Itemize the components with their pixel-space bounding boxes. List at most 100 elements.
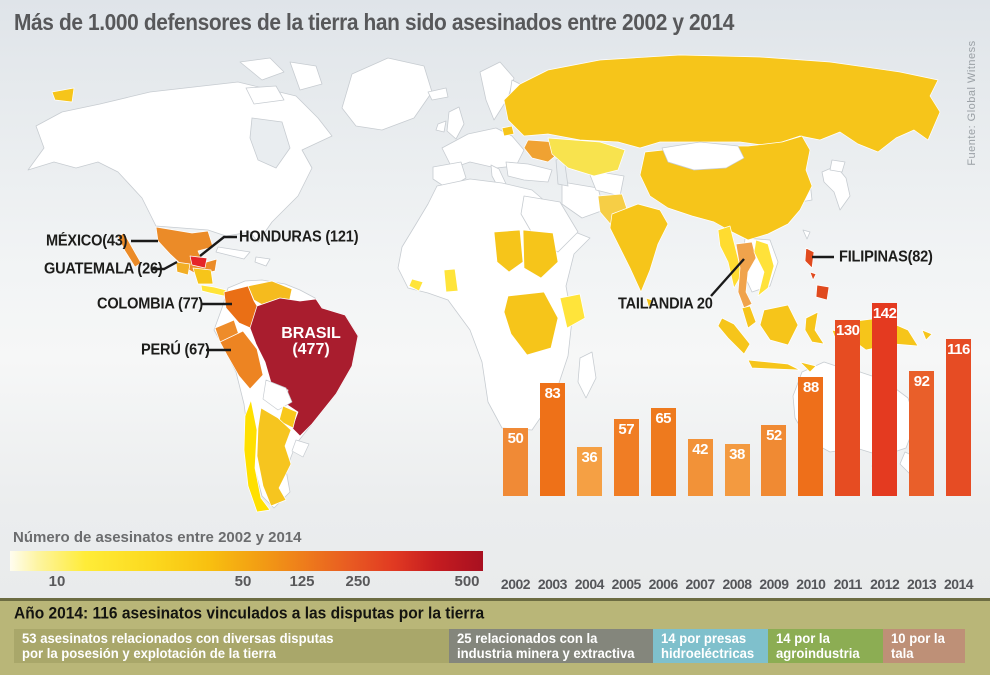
footer-segment-1: 53 asesinatos relacionados con diversas … [14, 629, 449, 663]
map-arctic-island [289, 61, 323, 91]
world-map-area: Más de 1.000 defensores de la tierra han… [0, 0, 990, 598]
bar-year-label: 2010 [796, 576, 826, 592]
footer-segment-text: 10 por la [890, 631, 945, 646]
footer-band: Año 2014: 116 asesinatos vinculados a la… [0, 598, 990, 675]
legend-gradient-bar [10, 551, 483, 571]
map-country-bolivia [262, 379, 293, 411]
footer-headline: Año 2014: 116 asesinatos vinculados a la… [14, 605, 485, 623]
bar-year-label: 2008 [722, 576, 752, 592]
footer-segment-3: 14 por presas hidroeléctricas [653, 629, 769, 663]
leader-line-honduras [199, 235, 237, 257]
map-hudson-bay [249, 117, 291, 169]
label-honduras: HONDURAS (121) [239, 228, 359, 246]
world-map [27, 54, 941, 513]
footer-segment-text: por la posesión y explotación de la tier… [22, 646, 276, 661]
label-brasil: BRASIL (477) [270, 326, 352, 358]
map-country-ghana [443, 268, 459, 293]
page-title: Más de 1.000 defensores de la tierra han… [14, 9, 735, 36]
map-country-paraguay [278, 405, 298, 429]
map-malay-peninsula [741, 305, 757, 329]
bar-year-label: 2011 [833, 576, 863, 592]
map-iran [561, 181, 605, 219]
map-country-india [609, 203, 669, 293]
bar-2008: 38 [724, 444, 750, 496]
map-new-britain [921, 329, 933, 341]
map-hispaniola [254, 256, 271, 267]
footer-segment-text: 25 relacionados con la [456, 631, 597, 646]
footer-segment-2: 25 relacionados con la industria minera y… [448, 629, 654, 663]
bar-value-label: 130 [836, 321, 860, 339]
map-country-belarus [501, 125, 515, 137]
map-taiwan [802, 229, 811, 240]
leader-line-tailandia [710, 258, 745, 297]
bar-year-label: 2012 [870, 576, 900, 592]
bar-2005: 57 [613, 418, 639, 496]
map-north-america [27, 81, 333, 243]
legend-tick-50: 50 [234, 573, 252, 590]
label-brasil-name: BRASIL [281, 325, 341, 342]
label-guatemala: GUATEMALA (26) [44, 260, 163, 278]
footer-segment-4: 14 por la agroindustria [768, 629, 883, 663]
map-madagascar [577, 351, 597, 399]
map-arctic-island [239, 57, 285, 81]
map-greenland [341, 57, 433, 131]
bar-value-label: 50 [507, 430, 524, 448]
map-borneo [759, 304, 799, 346]
leader-line-guatemala [152, 260, 178, 271]
map-country-argentina [256, 407, 292, 507]
footer-segment-5: 10 por la tala [882, 629, 965, 663]
bar-2003: 83 [539, 383, 565, 496]
map-ireland [435, 120, 447, 133]
map-uk [446, 106, 465, 140]
footer-segment-text: 14 por presas [661, 631, 747, 646]
map-iceland [427, 87, 449, 101]
map-country-myanmar [717, 225, 743, 289]
footer-segment-text: tala [890, 646, 914, 661]
footer-segment-text: hidroeléctricas [661, 646, 755, 661]
legend-tick-250: 250 [345, 573, 371, 590]
bar-2006: 65 [650, 407, 676, 496]
bar-year-label: 2006 [648, 576, 679, 592]
map-country-vietnam [753, 239, 775, 297]
map-hokkaido [829, 159, 846, 173]
bar-year-label: 2007 [685, 576, 716, 592]
map-costa-rica-panama [200, 284, 227, 297]
map-country-kenya [559, 293, 586, 329]
map-country-guatemala [175, 261, 191, 276]
map-sri-lanka [645, 297, 653, 309]
bar-year-label: 2002 [500, 576, 531, 592]
map-country-chad [493, 229, 524, 273]
label-peru: PERÚ (67) [141, 341, 210, 359]
bar-year-label: 2003 [537, 576, 568, 592]
map-balkans-turkey [505, 161, 553, 183]
bar-value-label: 83 [544, 385, 561, 403]
bar-value-label: 142 [872, 305, 897, 323]
map-country-kazakhstan [547, 137, 626, 177]
bar-year-label: 2005 [611, 576, 642, 592]
bar-2007: 42 [687, 439, 713, 496]
map-country-liberia [408, 278, 424, 292]
bar-value-label: 116 [947, 340, 970, 358]
footer-segment-text: 53 asesinatos relacionados con diversas … [22, 631, 334, 646]
map-country-peru [219, 330, 264, 390]
bar-value-label: 38 [729, 446, 745, 464]
legend-tick-125: 125 [289, 573, 315, 590]
map-sumatra [717, 317, 751, 355]
map-country-sudan [522, 229, 559, 279]
bar-2013: 92 [909, 371, 935, 496]
bar-2010: 88 [798, 376, 824, 496]
bar-2012: 142 [872, 303, 898, 496]
bar-value-label: 88 [803, 378, 819, 396]
bar-value-label: 65 [655, 409, 672, 427]
map-japan [821, 165, 851, 211]
bar-year-label: 2009 [759, 576, 789, 592]
label-mexico: MÉXICO(43) [46, 232, 128, 250]
bar-2011: 130 [835, 319, 861, 496]
map-chukotka [51, 87, 75, 103]
legend-title: Número de asesinatos entre 2002 y 2014 [13, 529, 302, 546]
bar-value-label: 92 [913, 373, 930, 391]
bar-2014: 116 [946, 338, 972, 496]
map-country-filipinas [804, 247, 830, 301]
map-country-honduras [189, 255, 208, 269]
bar-value-label: 52 [766, 427, 782, 445]
